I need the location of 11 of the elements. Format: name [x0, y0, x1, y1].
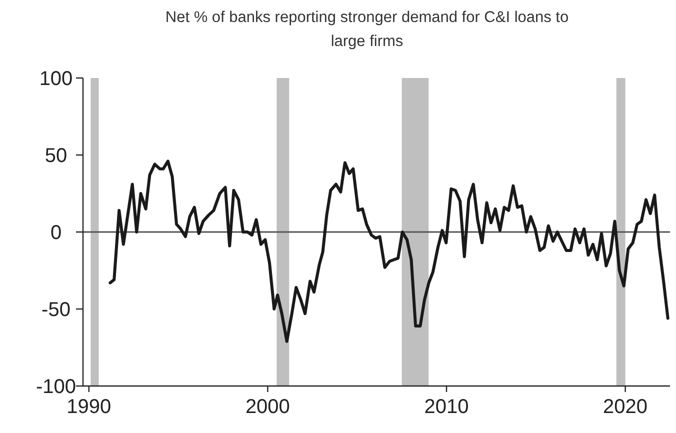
line-series [108, 160, 670, 343]
y-tick-label: 100 [39, 68, 73, 90]
x-tick-label: 2000 [245, 396, 290, 418]
x-tick-label: 2010 [424, 396, 469, 418]
chart-title: Net % of banks reporting stronger demand for C&I loans to large firms [165, 9, 569, 50]
y-tick-label: 0 [50, 222, 62, 244]
x-tick-label: 2020 [603, 396, 648, 418]
x-tick-label: 1990 [66, 396, 112, 418]
y-tick-label: -100 [36, 376, 76, 398]
y-tick-label: 50 [44, 145, 68, 167]
y-tick-label: -50 [42, 299, 70, 321]
